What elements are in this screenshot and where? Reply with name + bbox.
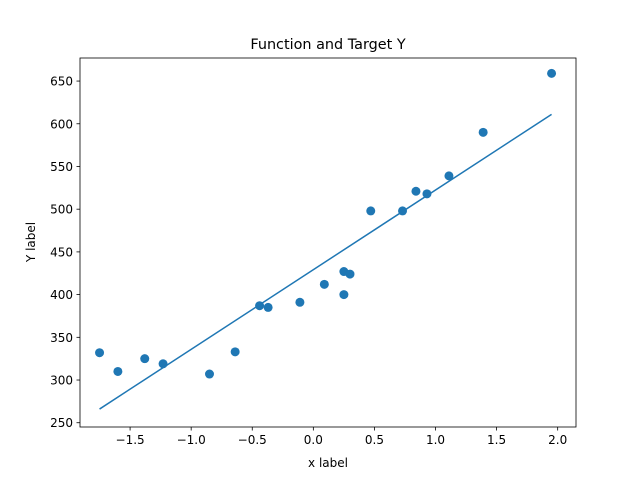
scatter-point	[140, 354, 150, 364]
scatter-point	[339, 290, 349, 300]
y-tick-label: 400	[50, 288, 73, 302]
chart-title: Function and Target Y	[250, 37, 406, 53]
x-tick-label: 1.5	[487, 433, 506, 447]
x-tick-label: 1.0	[426, 433, 445, 447]
y-tick-label: 450	[50, 245, 73, 259]
y-tick-label: 600	[50, 117, 73, 131]
scatter-point	[398, 206, 408, 216]
y-tick-label: 500	[50, 203, 73, 217]
y-tick-label: 300	[50, 374, 73, 388]
x-tick-label: −1.0	[177, 433, 206, 447]
x-tick-label: −0.5	[238, 433, 267, 447]
scatter-point	[444, 171, 454, 181]
y-axis-label: Y label	[24, 222, 38, 263]
plot-area	[95, 68, 557, 410]
scatter-point	[411, 186, 421, 196]
y-axis-ticks: 250 300 350 400 450 500 550 600 650	[50, 75, 80, 430]
y-tick-label: 650	[50, 75, 73, 89]
scatter-point	[158, 359, 168, 369]
scatter-point	[478, 127, 488, 137]
scatter-point	[295, 297, 305, 307]
y-tick-label: 250	[50, 416, 73, 430]
x-tick-label: 0.5	[365, 433, 384, 447]
y-tick-label: 550	[50, 160, 73, 174]
scatter-point	[95, 348, 105, 358]
scatter-point	[230, 347, 240, 357]
y-tick-label: 350	[50, 331, 73, 345]
x-axis-ticks: −1.5 −1.0 −0.5 0.0 0.5 1.0 1.5 2.0	[116, 427, 567, 447]
scatter-point	[204, 369, 214, 379]
scatter-point	[263, 302, 273, 312]
scatter-point	[319, 279, 329, 289]
scatter-point	[345, 269, 355, 279]
x-tick-label: −1.5	[116, 433, 145, 447]
scatter-point	[366, 206, 376, 216]
x-tick-label: 0.0	[304, 433, 323, 447]
scatter-point	[547, 68, 557, 78]
scatter-point	[113, 366, 123, 376]
x-axis-label: x label	[308, 456, 348, 470]
fit-line	[99, 113, 552, 410]
x-tick-label: 2.0	[548, 433, 567, 447]
scatter-point	[422, 189, 432, 199]
scatter-point	[255, 301, 265, 311]
axes-frame	[79, 57, 577, 428]
